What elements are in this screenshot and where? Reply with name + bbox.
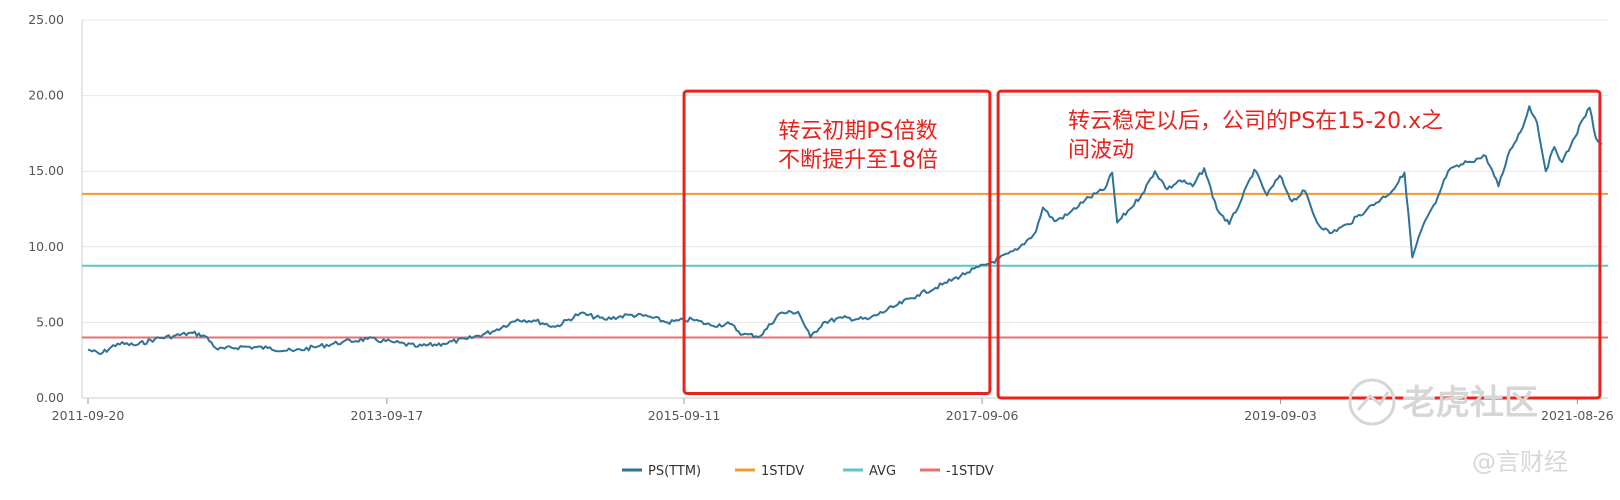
y-tick-label: 10.00 [28,239,64,254]
x-tick-label: 2013-09-17 [351,408,424,423]
watermark-author: @言财经 [1472,448,1568,476]
legend-label: AVG [869,464,896,479]
reference-lines [82,192,1608,339]
annotation-note-line: 间波动 [1068,138,1134,163]
annotation-note-line: 转云初期PS倍数 [778,119,937,144]
watermark: 老虎社区 @言财经 [1348,378,1568,476]
annotation-box [682,89,992,395]
x-tick-label: 2017-09-06 [946,408,1019,423]
annotation-boxes [682,89,1602,400]
grid-lines [82,19,1608,323]
y-tick-label: 15.00 [28,163,64,178]
legend-label: -1STDV [946,464,994,479]
chart-legend: PS(TTM) 1STDV AVG -1STDV [622,464,994,479]
x-axis-ticks: 2011-09-20 2013-09-17 2015-09-11 2017-09-06… [52,398,1614,423]
x-tick-label: 2011-09-20 [52,408,125,423]
annotation-note-line: 不断提升至18倍 [778,148,938,173]
watermark-brand: 老虎社区 [1402,383,1538,423]
series-line-ps-ttm [87,105,1603,356]
legend-label: 1STDV [761,464,804,479]
y-tick-label: 20.00 [28,88,64,103]
x-tick-label: 2015-09-11 [648,408,721,423]
y-tick-label: 5.00 [36,314,64,329]
annotation-note-line: 转云稳定以后，公司的PS在15-20.x之 [1068,109,1443,134]
y-axis-ticks: 0.00 5.00 10.00 15.00 20.00 25.00 [28,12,64,405]
legend-label: PS(TTM) [648,464,701,479]
annotation-box [996,89,1602,400]
y-tick-label: 0.00 [36,390,64,405]
y-tick-label: 25.00 [28,12,64,27]
x-tick-label: 2019-09-03 [1244,408,1317,423]
tiger-logo-icon [1348,378,1396,426]
x-tick-label: 2021-08-26 [1541,408,1614,423]
